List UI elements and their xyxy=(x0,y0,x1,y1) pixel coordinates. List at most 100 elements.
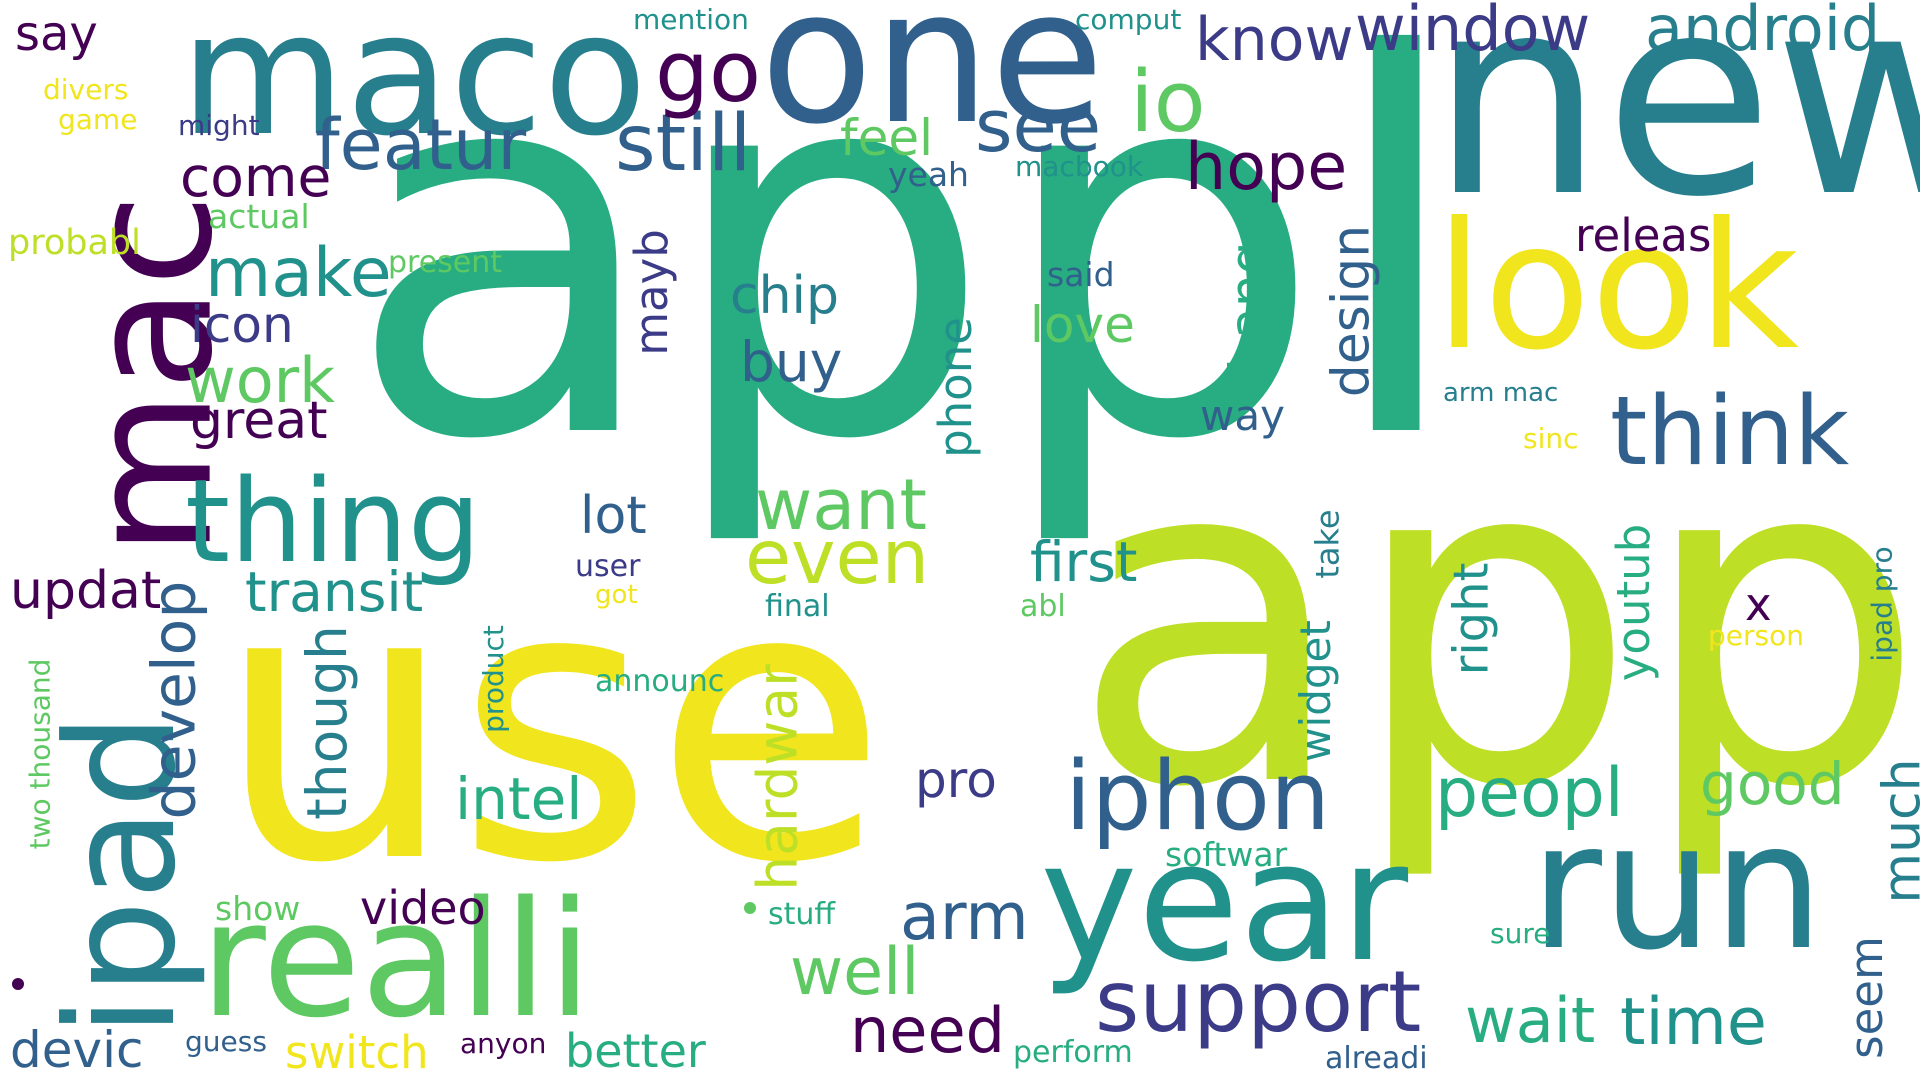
word-great: great xyxy=(190,391,328,451)
word-take: take xyxy=(1308,509,1347,579)
word-iphon: iphon xyxy=(1065,742,1331,852)
word-see: see xyxy=(975,84,1102,168)
word-thing: thing xyxy=(185,455,481,589)
word-seem: seem xyxy=(1839,936,1893,1059)
word-know: know xyxy=(1195,5,1354,75)
word-work: work xyxy=(185,344,336,417)
word-hardwar: hardwar xyxy=(745,664,810,891)
word-say: say xyxy=(15,6,98,62)
word-devic: devic xyxy=(10,1021,144,1079)
word-said: said xyxy=(1047,255,1115,294)
word-x: x xyxy=(1745,578,1772,631)
word-arm: arm xyxy=(900,880,1029,955)
word-year: year xyxy=(1040,806,1409,998)
word-divers: divers xyxy=(43,73,129,106)
word-announc: announc xyxy=(595,664,725,699)
word-one: one xyxy=(760,0,1105,165)
word-come: come xyxy=(180,145,332,209)
word-maco: maco xyxy=(180,0,648,174)
word-sinc: sinc xyxy=(1523,422,1579,455)
word-io: io xyxy=(1130,53,1206,152)
word-abl: abl xyxy=(1020,589,1066,624)
word-icon: icon xyxy=(190,296,294,354)
word-pro: pro xyxy=(915,751,997,809)
word-guess: guess xyxy=(185,1025,267,1058)
word-run: run xyxy=(1530,786,1824,989)
word-actual: actual xyxy=(208,197,310,236)
word-person: person xyxy=(1708,619,1804,652)
word-want: want xyxy=(755,464,927,546)
word-probabl: probabl xyxy=(8,223,141,263)
word-feel: feel xyxy=(840,109,934,167)
word-game: game xyxy=(58,103,138,136)
word-two-thousand: two thousand xyxy=(23,658,57,850)
word-still: still xyxy=(615,99,752,189)
word-macbook: macbook xyxy=(1015,150,1144,183)
word-way: way xyxy=(1200,391,1285,440)
word-user: user xyxy=(575,549,641,584)
word-mention: mention xyxy=(633,3,749,36)
word-peopl: peopl xyxy=(1435,754,1624,833)
dot-mark xyxy=(12,978,24,990)
word-well: well xyxy=(790,935,920,1010)
word-ipad-pro: ipad pro xyxy=(1865,546,1899,662)
word-buy: buy xyxy=(740,330,843,394)
word-right: right xyxy=(1443,562,1500,676)
word-need: need xyxy=(850,994,1005,1067)
word-use: use xyxy=(215,503,888,946)
word-time: time xyxy=(1620,985,1767,1060)
word-new: new xyxy=(1430,0,1920,257)
word-perform: perform xyxy=(1013,1035,1133,1070)
word-love: love xyxy=(1030,296,1135,354)
word-realli: realli xyxy=(200,866,593,1053)
word-anyon: anyon xyxy=(460,1027,547,1060)
word-though: though xyxy=(294,625,359,820)
word-app: app xyxy=(1070,358,1920,887)
word-android: android xyxy=(1645,0,1881,65)
word-chip: chip xyxy=(730,266,840,326)
word-transit: transit xyxy=(245,560,424,624)
word-support: support xyxy=(1095,953,1422,1052)
word-got: got xyxy=(595,580,638,610)
word-featur: featur xyxy=(315,104,527,186)
word-go: go xyxy=(655,23,761,122)
word-think: think xyxy=(1610,377,1850,487)
word-sure: sure xyxy=(1490,917,1551,950)
word-product: product xyxy=(476,625,510,733)
word-updat: updat xyxy=(10,561,162,621)
dot-mark xyxy=(744,902,756,914)
word-mayb: mayb xyxy=(624,229,678,356)
word-develop: develop xyxy=(139,580,210,820)
word-window: window xyxy=(1355,0,1591,65)
word-wait: wait xyxy=(1465,984,1596,1057)
word-first: first xyxy=(1030,530,1138,594)
word-hope: hope xyxy=(1185,130,1348,205)
word-final: final xyxy=(765,589,830,624)
word-better: better xyxy=(565,1024,706,1078)
word-alreadi: alreadi xyxy=(1325,1041,1428,1076)
word-yeah: yeah xyxy=(888,155,969,194)
word-present: present xyxy=(388,245,503,280)
word-even: even xyxy=(745,513,930,601)
word-might: might xyxy=(178,109,260,142)
word-show: show xyxy=(215,889,301,928)
word-make: make xyxy=(205,234,392,313)
word-video: video xyxy=(360,881,486,935)
word-arm-mac: arm mac xyxy=(1443,378,1559,408)
word-softwar: softwar xyxy=(1165,835,1288,874)
word-chang: chang xyxy=(1219,241,1280,401)
word-lot: lot xyxy=(580,486,647,546)
word-youtub: youtub xyxy=(1607,523,1661,682)
word-look: look xyxy=(1435,186,1800,389)
word-design: design xyxy=(1321,224,1382,398)
word-releas: releas xyxy=(1575,209,1712,262)
word-comput: comput xyxy=(1075,3,1182,36)
word-much: much xyxy=(1872,758,1920,904)
word-intel: intel xyxy=(455,765,583,833)
word-stuff: stuff xyxy=(768,897,836,932)
word-appl: appl xyxy=(345,0,1469,553)
word-widget: widget xyxy=(1290,620,1340,762)
word-switch: switch xyxy=(285,1026,429,1079)
word-good: good xyxy=(1700,750,1845,818)
